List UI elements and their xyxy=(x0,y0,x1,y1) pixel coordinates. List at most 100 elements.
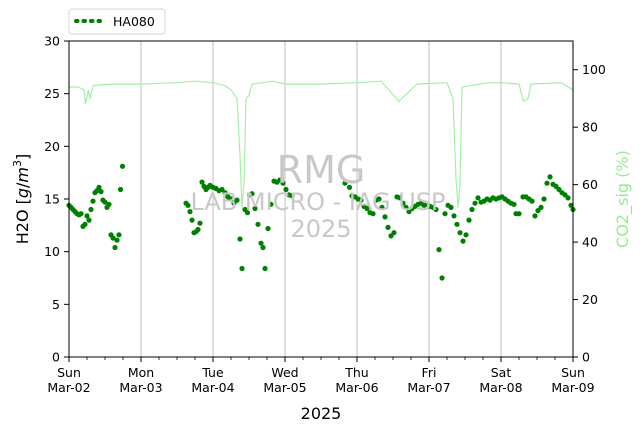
h2o-point xyxy=(260,244,266,251)
h2o-point xyxy=(189,217,195,223)
x-tick-label-day: Mon xyxy=(128,365,154,380)
y-left-tick-label: 5 xyxy=(52,297,60,312)
x-tick-label-date: Mar-09 xyxy=(551,380,594,395)
h2o-point xyxy=(370,211,376,217)
legend: HA080 xyxy=(68,8,166,35)
h2o-point xyxy=(116,232,122,238)
h2o-point xyxy=(436,247,442,253)
h2o-point xyxy=(237,236,243,242)
x-tick-label-day: Wed xyxy=(271,365,298,380)
y-left-tick-label: 25 xyxy=(44,86,60,101)
h2o-point xyxy=(197,220,203,226)
x-tick-label-day: Fri xyxy=(422,365,437,380)
h2o-point xyxy=(195,226,201,233)
h2o-point xyxy=(88,206,94,213)
h2o-point xyxy=(532,213,538,219)
h2o-point xyxy=(475,195,481,201)
legend-label: HA080 xyxy=(113,14,155,29)
h2o-point xyxy=(265,225,271,232)
h2o-point xyxy=(397,195,403,201)
watermark-line-2: LAB MICRO - IAG USP xyxy=(190,188,445,216)
h2o-point xyxy=(463,232,469,238)
h2o-point xyxy=(466,217,472,223)
h2o-point xyxy=(342,180,348,186)
h2o-point xyxy=(511,201,517,207)
h2o-point xyxy=(90,198,96,204)
y-right-tick-label: 60 xyxy=(582,177,598,192)
h2o-point xyxy=(185,202,191,208)
co2-line xyxy=(69,80,574,208)
legend-box xyxy=(68,8,166,35)
h2o-point xyxy=(516,211,522,217)
h2o-point xyxy=(358,197,364,203)
h2o-point xyxy=(199,179,205,185)
h2o-point xyxy=(98,189,104,195)
h2o-point xyxy=(544,180,550,186)
y-left-tick-label: 20 xyxy=(44,139,60,154)
h2o-point xyxy=(86,217,92,223)
x-tick-label-date: Mar-03 xyxy=(119,380,162,395)
h2o-point xyxy=(112,244,118,251)
h2o-point xyxy=(228,196,234,202)
watermark-line-3: 2025 xyxy=(290,215,351,243)
h2o-point xyxy=(364,205,370,212)
co2-series xyxy=(69,80,574,208)
h2o-point xyxy=(346,184,353,190)
h2o-point xyxy=(110,235,116,241)
x-tick-label-day: Sat xyxy=(491,365,512,380)
h2o-point xyxy=(258,240,264,246)
h2o-point xyxy=(454,221,460,227)
h2o-point xyxy=(448,204,454,210)
y-left-tick-label: 10 xyxy=(44,244,60,259)
h2o-point xyxy=(268,201,274,207)
h2o-point xyxy=(385,224,391,230)
x-tick-label-date: Mar-05 xyxy=(263,380,306,395)
h2o-point xyxy=(538,204,544,210)
h2o-point xyxy=(187,209,193,215)
y-left-tick-label: 15 xyxy=(44,192,60,207)
h2o-point xyxy=(439,275,445,281)
h2o-point xyxy=(547,174,553,180)
h2o-point xyxy=(255,221,261,227)
x-axis: SunMar-02MonMar-03TueMar-04WedMar-05ThuM… xyxy=(47,357,595,395)
h2o-point xyxy=(451,213,457,219)
h2o-point xyxy=(376,196,382,202)
y-axis-left: 0 5 10 15 20 25 30 xyxy=(44,34,69,365)
h2o-point xyxy=(222,190,228,196)
x-tick-label-date: Mar-04 xyxy=(191,380,234,395)
y-right-tick-label: 80 xyxy=(582,120,598,135)
h2o-point xyxy=(457,230,463,236)
x-tick-label-day: Sun xyxy=(57,365,81,380)
h2o-point xyxy=(469,206,475,213)
y-right-tick-label: 20 xyxy=(582,292,598,307)
y-right-tick-label: 40 xyxy=(582,235,598,250)
h2o-point xyxy=(262,265,268,272)
h2o-point xyxy=(244,210,251,216)
x-tick-label-date: Mar-06 xyxy=(335,380,378,395)
h2o-series xyxy=(66,163,576,281)
h2o-point xyxy=(78,211,84,217)
h2o-point xyxy=(382,214,388,220)
h2o-point xyxy=(280,180,286,186)
h2o-point xyxy=(472,200,478,206)
watermark: RMG LAB MICRO - IAG USP 2025 xyxy=(190,148,445,243)
h2o-point xyxy=(114,237,120,243)
h2o-point xyxy=(403,204,409,210)
y-right-tick-label: 0 xyxy=(582,350,590,365)
y-axis-right: 0 20 40 60 80 100 xyxy=(573,62,606,365)
h2o-point xyxy=(249,191,255,197)
y-axis-left-title: H2O [g/m3] xyxy=(11,154,32,245)
h2o-point xyxy=(252,205,258,212)
h2o-point xyxy=(529,198,535,204)
h2o-point xyxy=(391,230,397,236)
h2o-point xyxy=(106,201,112,207)
h2o-point xyxy=(239,265,245,272)
h2o-point xyxy=(102,199,108,205)
h2o-point xyxy=(82,221,88,227)
h2o-point xyxy=(460,238,466,244)
watermark-line-1: RMG xyxy=(277,148,366,192)
h2o-point xyxy=(400,200,406,206)
h2o-point xyxy=(433,206,439,213)
h2o-point xyxy=(96,184,102,190)
